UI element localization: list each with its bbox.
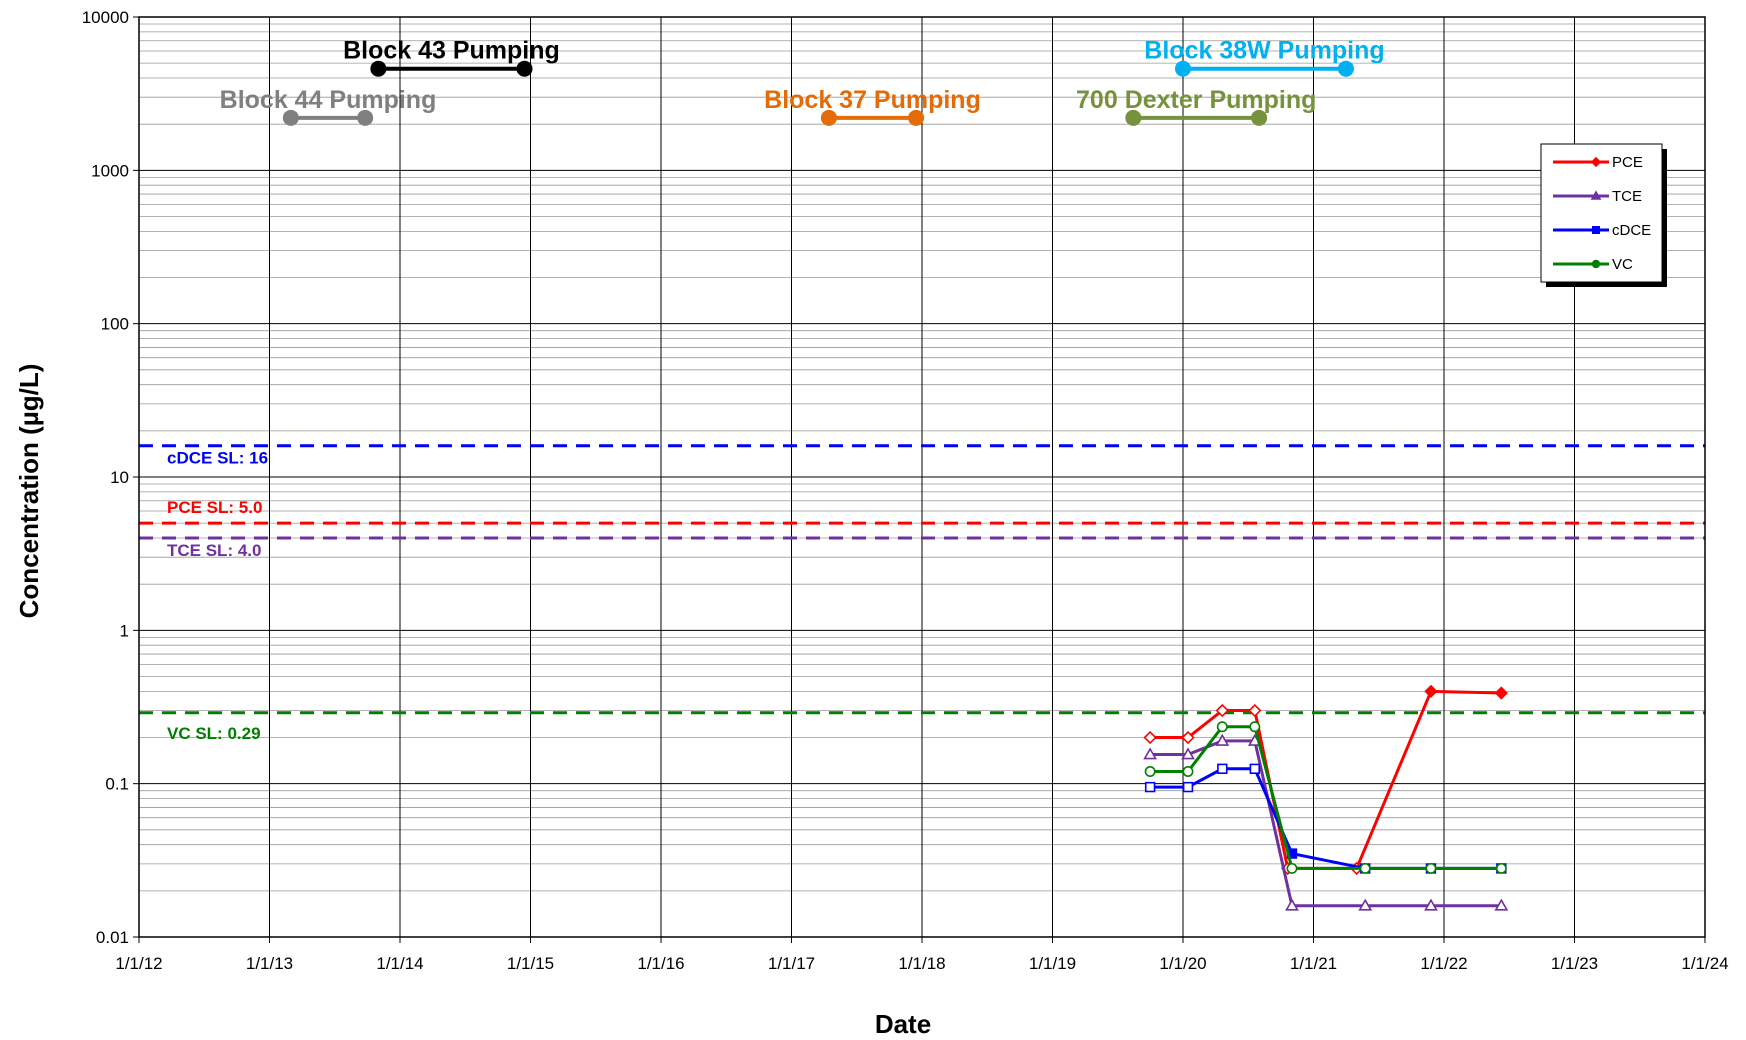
data-point-circle [1144, 766, 1156, 778]
x-tick-label: 1/1/17 [768, 954, 815, 973]
legend-label: PCE [1612, 154, 1643, 171]
x-tick-label: 1/1/20 [1159, 954, 1206, 973]
data-point-diamond [1181, 730, 1195, 745]
pumping-period-start [1175, 60, 1191, 77]
y-axis-title: Concentration (µg/L) [14, 364, 44, 619]
pumping-periods: Block 44 Pumping Block 43 Pumping Block 37… [220, 37, 1385, 126]
pumping-period-label: 700 Dexter Pumping [1076, 86, 1316, 114]
y-tick-labels: 0.01 0.1 1 10 100 1000 10000 [82, 8, 139, 947]
pumping-period-start [820, 109, 837, 126]
x-tick-label: 1/1/16 [637, 954, 684, 973]
y-tick-label: 100 [101, 315, 129, 334]
x-tick-label: 1/1/12 [115, 954, 162, 973]
x-tick-label: 1/1/22 [1420, 954, 1467, 973]
y-tick-label: 1 [120, 621, 129, 640]
pumping-period-end [908, 109, 925, 126]
y-tick-label: 0.1 [105, 775, 129, 794]
x-tick-label: 1/1/23 [1551, 954, 1598, 973]
data-point-triangle [1590, 190, 1602, 200]
data-point-triangle [1285, 898, 1299, 911]
y-tick-label: 1000 [91, 161, 129, 180]
y-tick-label: 10000 [82, 8, 129, 27]
series-group [1143, 684, 1509, 911]
data-point-circle [1495, 862, 1507, 874]
legend-box [1540, 143, 1663, 283]
x-tick-label: 1/1/18 [898, 954, 945, 973]
data-point-triangle [1143, 747, 1158, 760]
legend: PCE TCE cDCE VC [1540, 143, 1667, 287]
data-point-diamond [1590, 156, 1602, 168]
data-point-square [1217, 763, 1228, 775]
pumping-period-end [1251, 109, 1268, 126]
data-point-square [1592, 226, 1601, 235]
series-line [1150, 739, 1502, 908]
legend-label: TCE [1612, 188, 1642, 205]
data-point-circle [1359, 862, 1371, 874]
series-tce [1143, 733, 1509, 911]
pumping-period-label: Block 44 Pumping [220, 86, 437, 114]
data-point-triangle [1358, 898, 1373, 911]
data-point-square [1249, 763, 1261, 775]
pumping-period-label: Block 43 Pumping [343, 37, 560, 65]
data-point-circle [1591, 259, 1601, 269]
data-point-circle [1425, 862, 1437, 874]
x-tick-labels: 1/1/12 1/1/13 1/1/14 1/1/15 1/1/16 1/1/17 1/1/… [115, 937, 1729, 973]
pumping-period-label: Block 37 Pumping [764, 86, 981, 114]
pumping-period-end [357, 109, 374, 126]
grid [138, 16, 1706, 938]
legend-label: cDCE [1612, 222, 1651, 239]
x-tick-label: 1/1/13 [246, 954, 293, 973]
data-point-circle [1182, 766, 1194, 778]
data-point-triangle [1215, 733, 1230, 746]
pumping-period-end [516, 60, 533, 77]
screening-level-label: cDCE SL: 16 [167, 449, 268, 468]
screening-level-label: VC SL: 0.29 [167, 724, 261, 743]
pumping-period-start [370, 60, 387, 77]
screening-level-label: PCE SL: 5.0 [167, 498, 262, 517]
data-point-circle [1286, 862, 1298, 874]
y-tick-label: 10 [110, 468, 129, 487]
x-tick-label: 1/1/21 [1290, 954, 1337, 973]
x-tick-label: 1/1/14 [376, 954, 423, 973]
x-axis-title: Date [875, 1009, 931, 1039]
pumping-period-start [1125, 109, 1142, 126]
data-point-triangle [1494, 898, 1509, 911]
data-point-diamond [1143, 730, 1157, 745]
data-point-triangle [1181, 747, 1195, 760]
data-point-diamond [1248, 703, 1262, 718]
data-point-diamond [1494, 686, 1508, 700]
pumping-period-label: Block 38W Pumping [1144, 37, 1384, 65]
screening-levels: cDCE SL: 16 PCE SL: 5.0 TCE SL: 4.0 VC SL: … [139, 444, 1705, 743]
legend-label: VC [1612, 256, 1633, 273]
data-point-square [1182, 781, 1194, 793]
screening-level-label: TCE SL: 4.0 [167, 541, 261, 560]
x-tick-label: 1/1/24 [1681, 954, 1728, 973]
series-vc [1144, 721, 1507, 874]
y-tick-label: 0.01 [96, 928, 129, 947]
data-point-circle [1216, 721, 1228, 733]
data-point-circle [1249, 721, 1261, 733]
data-point-diamond [1424, 684, 1438, 698]
data-point-square [1144, 781, 1156, 793]
data-point-diamond [1215, 703, 1229, 718]
pumping-period-start [282, 109, 299, 126]
series-line [1150, 725, 1502, 870]
data-point-triangle [1424, 898, 1438, 911]
x-tick-label: 1/1/19 [1029, 954, 1076, 973]
x-tick-label: 1/1/15 [507, 954, 554, 973]
pumping-period-end [1337, 60, 1354, 77]
